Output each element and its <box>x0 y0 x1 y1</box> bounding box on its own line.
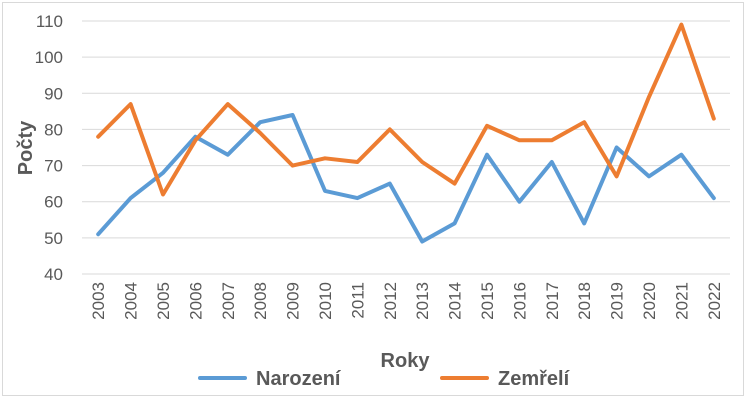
x-tick-label: 2018 <box>575 282 594 320</box>
data-point-zemreli <box>389 128 391 130</box>
data-point-zemreli <box>356 161 358 163</box>
data-point-zemreli <box>162 193 164 195</box>
data-point-narozeni <box>421 240 423 242</box>
data-point-zemreli <box>97 136 99 138</box>
data-point-zemreli <box>648 96 650 98</box>
x-tick-label: 2016 <box>510 282 529 320</box>
data-point-zemreli <box>130 103 132 105</box>
x-tick-label: 2013 <box>413 282 432 320</box>
data-point-narozeni <box>551 161 553 163</box>
x-tick-label: 2006 <box>186 282 205 320</box>
data-point-narozeni <box>680 154 682 156</box>
x-tick-label: 2015 <box>478 282 497 320</box>
x-tick-label: 2014 <box>446 282 465 320</box>
x-tick-label: 2009 <box>284 282 303 320</box>
data-point-zemreli <box>486 125 488 127</box>
x-tick-label: 2020 <box>640 282 659 320</box>
x-tick-label: 2003 <box>89 282 108 320</box>
x-tick-label: 2011 <box>348 282 367 319</box>
data-point-narozeni <box>486 154 488 156</box>
x-tick-label: 2008 <box>251 282 270 320</box>
data-point-narozeni <box>194 136 196 138</box>
x-tick-label: 2010 <box>316 282 335 320</box>
y-axis-title: Počty <box>15 120 37 175</box>
data-point-zemreli <box>194 139 196 141</box>
x-tick-label: 2017 <box>543 282 562 320</box>
chart-frame <box>2 2 744 396</box>
data-point-narozeni <box>356 197 358 199</box>
y-tick-label: 70 <box>44 157 63 176</box>
data-point-zemreli <box>259 132 261 134</box>
x-axis-title: Roky <box>381 350 431 372</box>
y-tick-label: 60 <box>44 193 63 212</box>
data-point-zemreli <box>518 139 520 141</box>
series-lines <box>96 22 716 244</box>
series-line-narozeni <box>96 113 716 244</box>
data-point-narozeni <box>97 233 99 235</box>
x-tick-label: 2012 <box>381 282 400 320</box>
x-tick-label: 2022 <box>705 282 724 320</box>
gridlines <box>82 20 730 275</box>
y-tick-label: 50 <box>44 229 63 248</box>
data-point-narozeni <box>648 175 650 177</box>
data-point-zemreli <box>227 103 229 105</box>
x-tick-label: 2021 <box>672 282 691 320</box>
data-point-zemreli <box>713 118 715 120</box>
legend: Narození Zemřelí <box>198 368 571 390</box>
data-point-narozeni <box>389 183 391 185</box>
y-tick-label: 40 <box>44 265 63 284</box>
data-point-narozeni <box>616 147 618 148</box>
x-tick-label: 2007 <box>219 282 238 320</box>
series-line-zemreli <box>96 22 716 197</box>
data-point-zemreli <box>551 139 553 141</box>
x-tick-label: 2004 <box>122 282 141 320</box>
data-point-narozeni <box>292 114 294 116</box>
data-point-zemreli <box>583 121 585 123</box>
legend-label-zemreli: Zemřelí <box>498 368 571 390</box>
data-point-narozeni <box>259 121 261 123</box>
data-point-narozeni <box>518 201 520 203</box>
data-point-narozeni <box>454 222 456 224</box>
y-tick-label: 80 <box>44 120 63 139</box>
data-point-zemreli <box>421 161 423 163</box>
data-point-narozeni <box>227 154 229 156</box>
data-point-zemreli <box>680 24 682 26</box>
legend-label-narozeni: Narození <box>256 368 342 390</box>
data-point-narozeni <box>324 190 326 192</box>
x-tick-label: 2019 <box>608 282 627 320</box>
data-point-narozeni <box>583 222 585 224</box>
y-tick-label: 90 <box>44 84 63 103</box>
x-axis-ticks: 2003 2004 2005 2006 2007 2008 2009 2010 2011 2012… <box>89 282 724 320</box>
data-point-zemreli <box>454 183 456 185</box>
y-tick-label: 110 <box>36 12 63 31</box>
data-point-zemreli <box>616 175 618 177</box>
data-point-narozeni <box>130 197 132 199</box>
y-axis-ticks: 40 50 60 70 80 90 100 110 <box>35 12 63 284</box>
data-point-narozeni <box>162 172 164 174</box>
data-point-zemreli <box>292 165 294 167</box>
data-point-narozeni <box>713 197 715 199</box>
y-tick-label: 100 <box>35 48 63 67</box>
x-tick-label: 2005 <box>154 282 173 320</box>
data-point-zemreli <box>324 157 326 159</box>
